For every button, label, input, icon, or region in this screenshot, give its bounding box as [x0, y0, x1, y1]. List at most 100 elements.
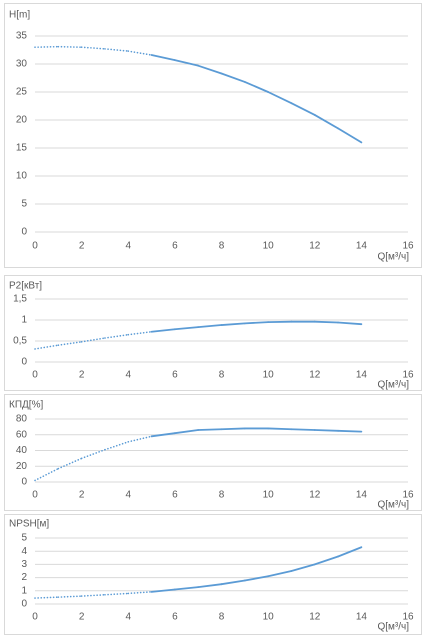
line-segment — [290, 428, 316, 431]
y-tick-label: 2 — [21, 572, 27, 583]
y-tick-label: 0 — [21, 477, 27, 488]
y-tick-label: 20 — [16, 115, 28, 126]
line-segment — [34, 45, 60, 49]
x-tick-label: 2 — [79, 241, 85, 252]
line-segment — [173, 586, 200, 591]
y-tick-label: 4 — [21, 546, 27, 557]
x-tick-label: 16 — [402, 490, 414, 501]
line-segment — [34, 344, 60, 350]
line-segment — [220, 427, 246, 431]
line-segment — [150, 54, 176, 61]
line-segment — [57, 595, 83, 598]
line-segment — [80, 593, 106, 597]
line-segment — [127, 330, 153, 336]
y-tick-label: 3 — [21, 559, 27, 570]
line-segment — [57, 341, 83, 347]
y-tick-label: 5 — [21, 199, 27, 210]
line-segment — [337, 321, 363, 326]
line-segment — [220, 72, 246, 83]
y-tick-label: 1 — [21, 315, 27, 326]
line-segment — [337, 429, 363, 433]
x-axis-label: Q[м³/ч] — [377, 252, 409, 263]
x-tick-label: 4 — [125, 490, 131, 501]
x-axis-label: Q[м³/ч] — [377, 500, 409, 511]
y-tick-label: 0,5 — [13, 336, 27, 347]
line-segment — [57, 457, 83, 470]
x-tick-label: 10 — [263, 241, 275, 252]
line-segment — [290, 563, 316, 572]
x-tick-label: 8 — [219, 370, 225, 381]
chart-title: NPSH[м] — [9, 519, 49, 530]
y-tick-label: 0 — [21, 227, 27, 238]
panel — [4, 394, 422, 511]
x-axis-label: Q[м³/ч] — [377, 380, 409, 391]
y-tick-label: 5 — [21, 533, 27, 544]
x-tick-label: 8 — [219, 490, 225, 501]
line-segment — [197, 428, 223, 431]
x-tick-label: 4 — [125, 370, 131, 381]
x-tick-label: 16 — [402, 370, 414, 381]
y-tick-label: 25 — [16, 87, 28, 98]
line-segment — [104, 441, 130, 451]
line-segment — [80, 448, 106, 460]
x-tick-label: 0 — [32, 241, 38, 252]
chart-title: P2[кВт] — [9, 281, 42, 292]
line-segment — [313, 555, 339, 566]
line-segment — [267, 91, 293, 105]
x-tick-label: 6 — [172, 490, 178, 501]
y-tick-label: 0 — [21, 357, 27, 368]
x-tick-label: 2 — [79, 490, 85, 501]
line-segment — [34, 467, 60, 482]
line-segment — [127, 435, 153, 443]
x-tick-label: 14 — [356, 241, 368, 252]
line-segment — [150, 328, 176, 333]
line-segment — [337, 546, 363, 558]
x-tick-label: 14 — [356, 490, 368, 501]
x-tick-label: 12 — [309, 612, 321, 623]
x-tick-label: 16 — [402, 612, 414, 623]
x-tick-label: 2 — [79, 612, 85, 623]
line-segment — [34, 596, 60, 599]
y-tick-label: 35 — [16, 31, 28, 42]
y-tick-label: 0 — [21, 599, 27, 610]
x-tick-label: 14 — [356, 612, 368, 623]
y-tick-label: 10 — [16, 171, 28, 182]
line-segment — [104, 48, 130, 52]
x-tick-label: 8 — [219, 612, 225, 623]
line-segment — [173, 59, 200, 67]
x-tick-label: 10 — [263, 612, 275, 623]
line-segment — [150, 588, 176, 593]
x-tick-label: 12 — [309, 241, 321, 252]
y-tick-label: 60 — [16, 429, 28, 440]
x-tick-label: 8 — [219, 241, 225, 252]
x-tick-label: 16 — [402, 241, 414, 252]
line-segment — [80, 337, 106, 343]
line-segment — [267, 427, 293, 431]
line-segment — [197, 64, 223, 75]
x-tick-label: 4 — [125, 241, 131, 252]
line-segment — [127, 591, 153, 595]
x-axis-label: Q[м³/ч] — [377, 622, 409, 633]
y-tick-label: 30 — [16, 59, 28, 70]
line-segment — [220, 579, 246, 586]
x-tick-label: 14 — [356, 370, 368, 381]
x-tick-label: 0 — [32, 370, 38, 381]
y-tick-label: 40 — [16, 445, 28, 456]
line-segment — [337, 127, 363, 144]
line-segment — [243, 81, 270, 93]
line-segment — [313, 429, 339, 432]
panel — [4, 514, 422, 635]
line-segment — [150, 432, 176, 438]
x-tick-label: 2 — [79, 370, 85, 381]
x-tick-label: 0 — [32, 612, 38, 623]
line-segment — [243, 321, 270, 325]
line-segment — [220, 322, 246, 326]
y-tick-label: 80 — [16, 414, 28, 425]
line-segment — [57, 45, 83, 49]
line-segment — [267, 570, 293, 578]
line-segment — [313, 114, 339, 130]
line-segment — [197, 583, 223, 589]
y-tick-label: 1 — [21, 585, 27, 596]
line-segment — [197, 324, 223, 329]
